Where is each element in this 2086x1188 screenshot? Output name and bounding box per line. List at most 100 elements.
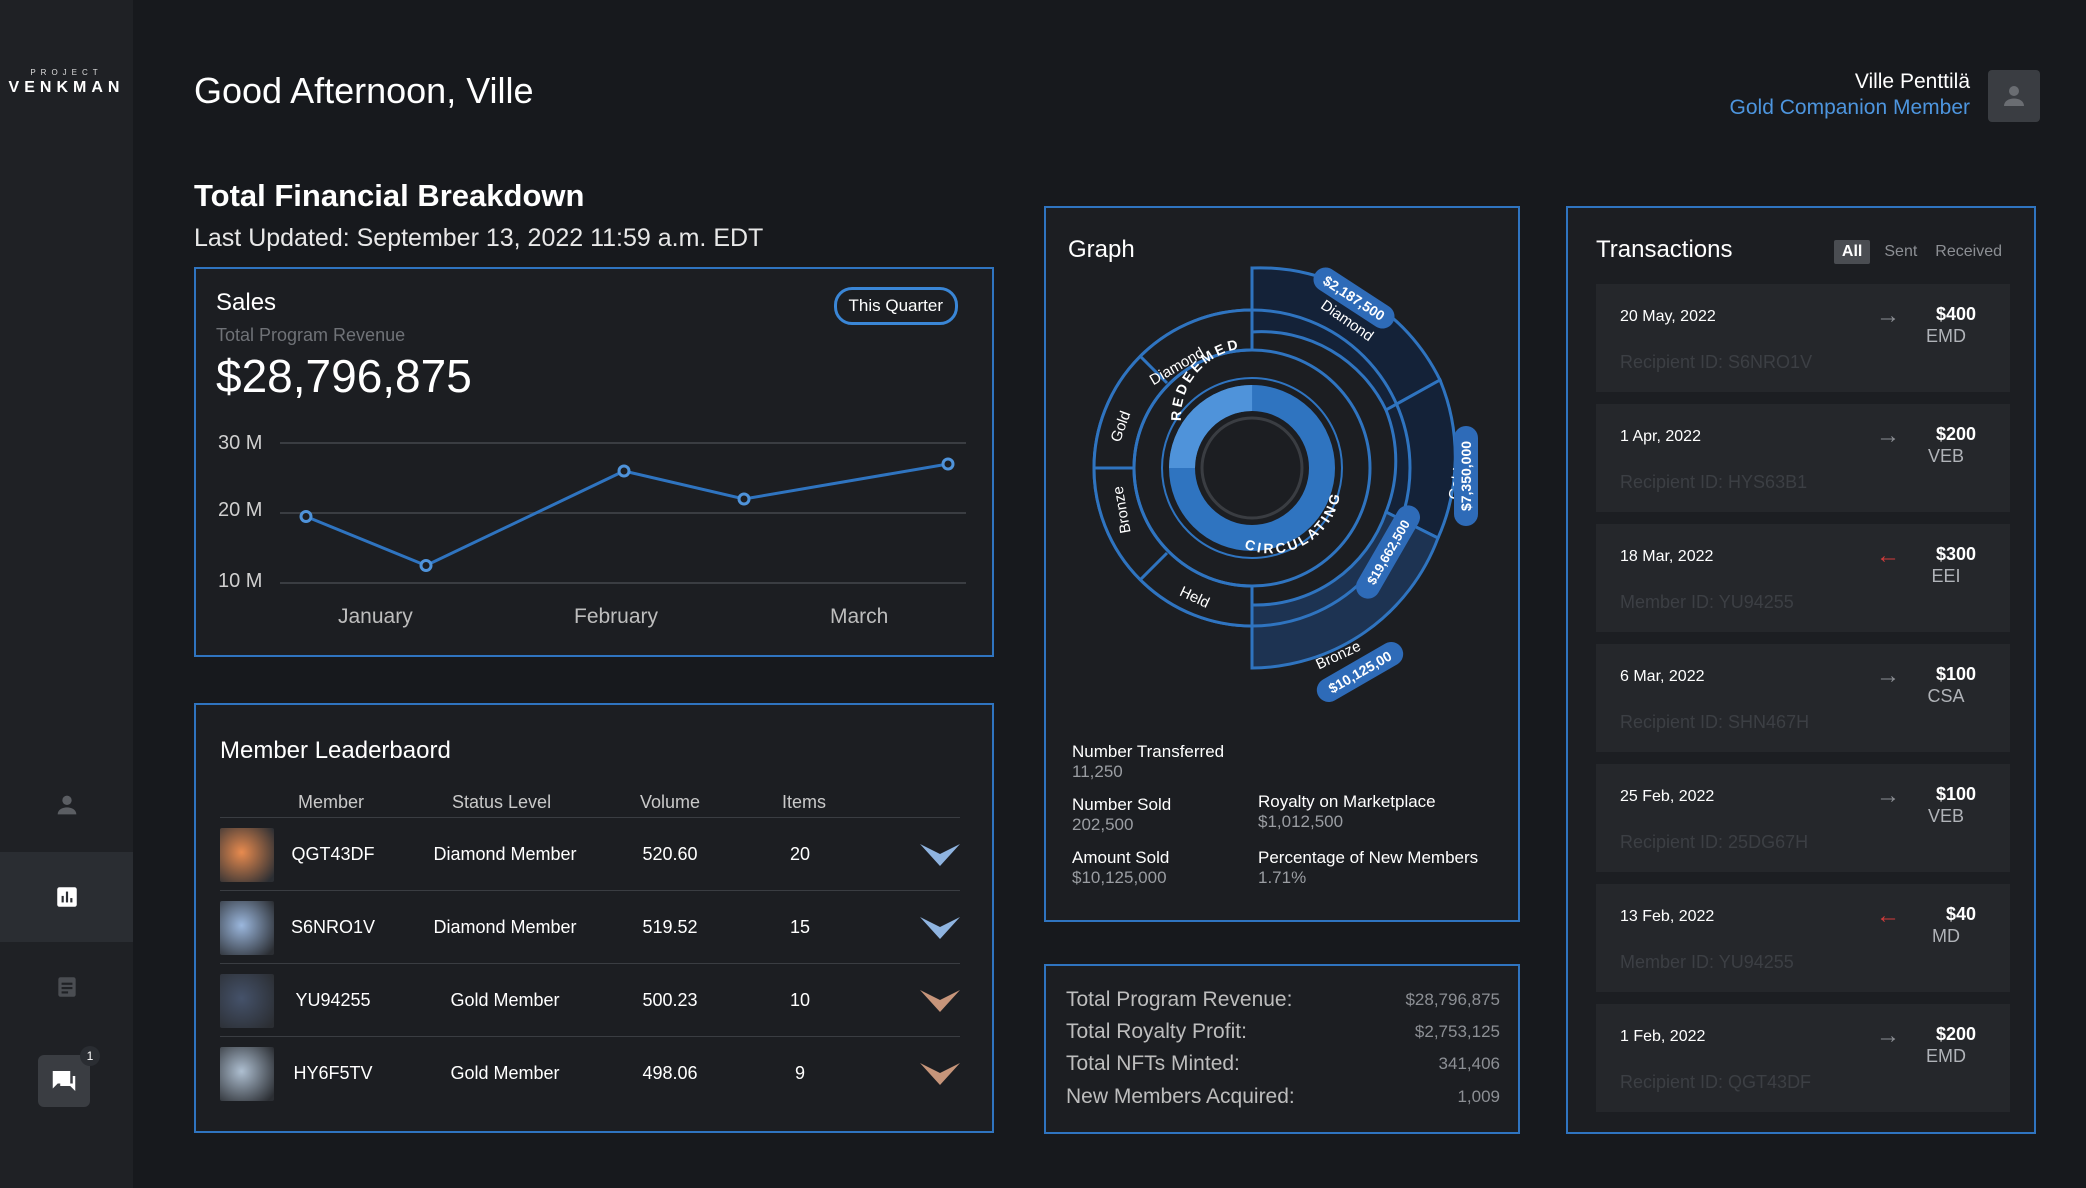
nav-analytics[interactable] <box>0 852 133 942</box>
transaction-currency: EMD <box>1926 326 1966 346</box>
transaction-date: 1 Feb, 2022 <box>1620 1028 1706 1045</box>
user-name: Ville Penttilä <box>1854 70 1970 93</box>
transaction-amount: $100 <box>1935 784 1976 804</box>
page-title: Total Financial Breakdown <box>194 178 585 213</box>
graph-title: Graph <box>1068 236 1135 263</box>
avatar[interactable] <box>1988 70 2040 122</box>
table-row[interactable]: QGT43DF Diamond Member 520.60 20 <box>220 817 960 890</box>
sunburst-chart: REDEEMED CIRCULATING Diamond Gold Bronze… <box>1092 266 1478 702</box>
transaction-date: 6 Mar, 2022 <box>1620 668 1705 685</box>
arrow-right-icon: → <box>1876 302 1900 329</box>
stat-label: Royalty on Marketplace <box>1258 792 1436 811</box>
arrow-left-icon: ← <box>1876 542 1900 569</box>
leaderboard-title: Member Leaderbaord <box>220 737 451 764</box>
table-row[interactable]: S6NRO1V Diamond Member 519.52 15 <box>220 890 960 963</box>
stat-label: Number Sold <box>1072 795 1172 814</box>
stat-label: Number Transferred <box>1072 742 1225 761</box>
stat-value: $1,012,500 <box>1258 812 1344 831</box>
series-line <box>305 462 949 568</box>
period-filter-button[interactable]: This Quarter <box>833 287 958 325</box>
transaction-party-id: Recipient ID: SHN467H <box>1620 712 1810 732</box>
nav-profile[interactable] <box>0 760 133 850</box>
transaction-tabs: All Sent Received <box>1833 240 2006 264</box>
transaction-date: 20 May, 2022 <box>1620 308 1716 325</box>
transaction-currency: VEB <box>1927 446 1965 466</box>
transaction-item[interactable]: 18 Mar, 2022 ← $300 EEI Member ID: YU94255 <box>1596 524 2010 632</box>
items: 10 <box>789 990 811 1010</box>
col-header-member: Member <box>298 792 365 812</box>
member-id: S6NRO1V <box>290 917 376 937</box>
brand-big: VENKMAN <box>8 79 125 96</box>
y-tick: 20 M <box>218 499 263 521</box>
total-value: $28,796,875 <box>1405 990 1500 1009</box>
totals-card: Total Program Revenue: $28,796,875 Total … <box>1044 964 1520 1134</box>
tier-chevron-icon <box>920 844 960 866</box>
transaction-party-id: Recipient ID: QGT43DF <box>1620 1072 1812 1092</box>
last-updated: Last Updated: September 13, 2022 11:59 a… <box>194 224 764 252</box>
tier-chevron-icon <box>920 917 960 939</box>
member-thumbnail <box>220 974 274 1028</box>
data-point[interactable] <box>737 492 751 506</box>
brand-logo[interactable]: PROJECT VENKMAN <box>0 68 133 97</box>
transaction-amount: $100 <box>1935 664 1976 684</box>
chat-icon <box>52 1071 76 1091</box>
volume: 500.23 <box>642 990 698 1010</box>
transaction-item[interactable]: 13 Feb, 2022 ← $40 MD Member ID: YU94255 <box>1596 884 2010 992</box>
transaction-item[interactable]: 25 Feb, 2022 → $100 VEB Recipient ID: 25DG67… <box>1596 764 2010 872</box>
transaction-item[interactable]: 6 Mar, 2022 → $100 CSA Recipient ID: SHN467H <box>1596 644 2010 752</box>
table-row[interactable]: HY6F5TV Gold Member 498.06 9 <box>220 1036 960 1109</box>
tier-chevron-icon <box>920 1063 960 1085</box>
transaction-currency: VEB <box>1927 806 1965 826</box>
status-level: Diamond Member <box>433 844 577 864</box>
data-point[interactable] <box>617 464 631 478</box>
total-label: New Members Acquired: <box>1066 1085 1295 1108</box>
person-icon <box>2004 86 2024 106</box>
transaction-date: 18 Mar, 2022 <box>1620 548 1714 565</box>
total-label: Total NFTs Minted: <box>1066 1052 1240 1075</box>
total-label: Total Royalty Profit: <box>1066 1020 1247 1043</box>
member-id: QGT43DF <box>291 844 375 864</box>
sidebar: PROJECT VENKMAN 1 <box>0 0 133 1188</box>
arrow-right-icon: → <box>1876 782 1900 809</box>
transaction-amount: $200 <box>1935 424 1976 444</box>
arrow-right-icon: → <box>1876 1022 1900 1049</box>
transaction-item[interactable]: 1 Apr, 2022 → $200 VEB Recipient ID: HYS63B1 <box>1596 404 2010 512</box>
data-point[interactable] <box>299 510 313 523</box>
leaderboard-card: Member Leaderbaord Member Status Level V… <box>194 703 994 1133</box>
transaction-party-id: Recipient ID: 25DG67H <box>1620 832 1809 852</box>
transactions-title: Transactions <box>1596 236 1733 263</box>
volume: 498.06 <box>642 1063 698 1083</box>
data-point[interactable] <box>941 457 955 471</box>
user-role[interactable]: Gold Companion Member <box>1729 96 1970 119</box>
status-level: Diamond Member <box>433 917 577 937</box>
y-tick: 30 M <box>218 432 263 454</box>
transaction-party-id: Recipient ID: HYS63B1 <box>1620 472 1808 492</box>
person-icon <box>57 795 76 815</box>
stat-label: Amount Sold <box>1072 848 1170 867</box>
total-row: New Members Acquired: 1,009 <box>1066 1085 1500 1109</box>
y-tick: 10 M <box>218 570 263 592</box>
transaction-date: 1 Apr, 2022 <box>1620 428 1701 445</box>
transaction-currency: EEI <box>1931 566 1961 586</box>
col-header-status: Status Level <box>452 792 552 812</box>
status-level: Gold Member <box>450 1063 560 1083</box>
sales-card: Sales Total Program Revenue $28,796,875 … <box>194 267 994 657</box>
tab-sent[interactable]: Sent <box>1884 243 1918 260</box>
data-point[interactable] <box>419 559 433 572</box>
transaction-amount: $300 <box>1935 544 1976 564</box>
x-tick: March <box>830 605 889 628</box>
stat-label: Percentage of New Members <box>1258 848 1479 867</box>
tab-all[interactable]: All <box>1833 240 1871 264</box>
transaction-party-id: Member ID: YU94255 <box>1620 592 1794 612</box>
chat-button[interactable] <box>38 1055 90 1107</box>
x-tick: February <box>574 605 659 628</box>
total-value: 341,406 <box>1438 1054 1500 1073</box>
total-row: Total Royalty Profit: $2,753,125 <box>1066 1020 1500 1044</box>
table-row[interactable]: YU94255 Gold Member 500.23 10 <box>220 963 960 1036</box>
transaction-amount: $200 <box>1935 1024 1976 1044</box>
transaction-item[interactable]: 1 Feb, 2022 → $200 EMD Recipient ID: QGT43DF <box>1596 1004 2010 1112</box>
transaction-item[interactable]: 20 May, 2022 → $400 EMD Recipient ID: S6NRO1… <box>1596 284 2010 392</box>
tab-received[interactable]: Received <box>1935 243 2002 260</box>
bar-chart-icon <box>56 887 77 907</box>
nav-documents[interactable] <box>0 942 133 1032</box>
